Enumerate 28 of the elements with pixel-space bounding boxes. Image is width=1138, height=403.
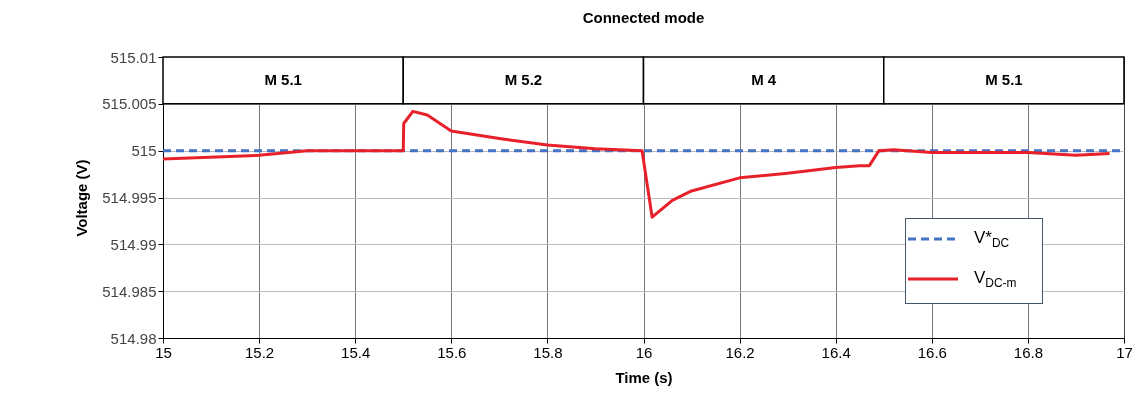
y-tick-label: 514.985 xyxy=(102,282,157,300)
x-tick-label: 16.6 xyxy=(917,343,947,361)
band-label: M 4 xyxy=(751,71,777,89)
band-label: M 5.1 xyxy=(985,71,1023,89)
legend-label: V*$_{DC}$ xyxy=(974,227,1010,251)
x-tick-label: 15.6 xyxy=(437,343,467,361)
y-tick-label: 514.995 xyxy=(102,189,157,206)
y-tick-label: 515.005 xyxy=(102,95,157,113)
y-tick-label: 514.98 xyxy=(110,329,157,347)
x-tick-label: 15.8 xyxy=(533,343,563,361)
band-label: M 5.2 xyxy=(504,71,543,89)
x-tick-label: 17 xyxy=(1116,343,1133,361)
x-tick-label: 16.4 xyxy=(821,343,851,361)
x-tick-label: 16 xyxy=(635,343,653,361)
x-axis-title: Time (s) xyxy=(615,368,673,386)
chart-title: Connected mode xyxy=(582,9,705,26)
x-tick-label: 15 xyxy=(155,343,172,361)
line-series xyxy=(163,109,1112,219)
y-axis-title: Voltage (V) xyxy=(73,159,91,237)
x-tick-label: 16.8 xyxy=(1013,343,1043,361)
y-tick-label: 515 xyxy=(131,142,157,160)
x-tick-label: 15.4 xyxy=(341,343,371,361)
y-tick-label: 514.99 xyxy=(110,235,157,253)
x-tick-label: 16.2 xyxy=(725,343,755,361)
band-label: M 5.1 xyxy=(264,71,302,89)
legend-label: V$_{DC-m}$ xyxy=(974,267,1017,291)
x-tick-label: 15.2 xyxy=(245,343,275,361)
y-tick-label: 515.01 xyxy=(110,48,157,66)
